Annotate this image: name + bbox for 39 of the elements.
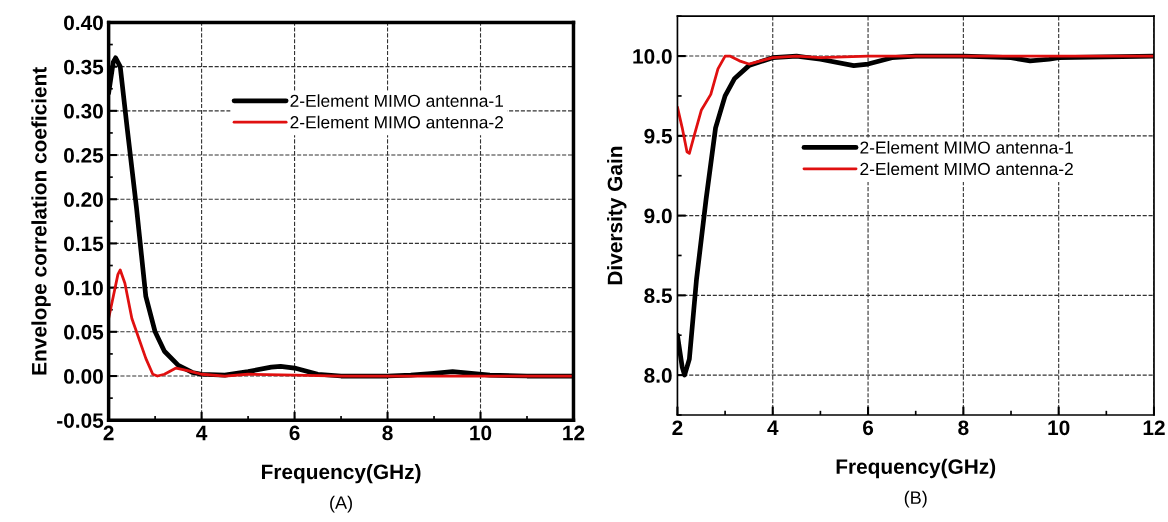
legend-label: 2-Element MIMO antenna-2 — [290, 115, 503, 129]
y-tick-label: 0.20 — [64, 192, 103, 207]
x-tick-label: 2 — [103, 425, 114, 441]
y-tick-label: 8.0 — [644, 368, 672, 383]
x-axis-title: Frequency(GHz) — [836, 458, 996, 479]
x-tick-label: 4 — [196, 425, 208, 441]
x-tick-label: 10 — [1048, 420, 1070, 436]
line-series — [108, 268, 574, 378]
y-tick-label: -0.05 — [57, 413, 104, 428]
y-tick-label: 0.35 — [64, 59, 104, 75]
y-tick-label: 9.5 — [644, 128, 672, 144]
legend-label: 2-Element MIMO antenna-1 — [290, 94, 503, 108]
y-tick-label: 0.10 — [64, 280, 103, 296]
y-axis-title: Diversity Gain — [607, 146, 627, 285]
y-tick-label: 9.0 — [644, 208, 672, 224]
x-tick-label: 12 — [1143, 420, 1165, 435]
text: (B) — [904, 490, 927, 508]
x-tick-label: 12 — [563, 425, 585, 441]
x-tick-label: 10 — [470, 425, 492, 441]
x-tick-label: 6 — [289, 425, 300, 441]
y-tick-label: 0.30 — [64, 103, 103, 119]
y-tick-label: 0.25 — [64, 148, 104, 163]
x-tick-label: 8 — [382, 425, 393, 441]
y-tick-label: 0.40 — [64, 15, 103, 31]
y-tick-label: 8.5 — [644, 288, 672, 304]
x-tick-label: 6 — [863, 420, 874, 436]
y-tick-label: 10.0 — [633, 49, 672, 64]
x-tick-label: 8 — [958, 420, 969, 436]
x-tick-label: 4 — [767, 420, 779, 435]
y-tick-label: 0.15 — [64, 236, 104, 252]
line-series — [677, 54, 1154, 155]
y-axis-title: Envelope correlation coeficient — [31, 67, 51, 375]
x-axis-title: Frequency(GHz) — [262, 463, 421, 484]
text: (A) — [330, 495, 352, 513]
y-tick-label: 0.05 — [64, 324, 104, 340]
legend-label: 2-Element MIMO antenna-1 — [860, 140, 1073, 154]
y-tick-label: 0.00 — [64, 369, 103, 384]
x-tick-label: 2 — [672, 420, 683, 435]
legend-label: 2-Element MIMO antenna-2 — [860, 162, 1073, 176]
